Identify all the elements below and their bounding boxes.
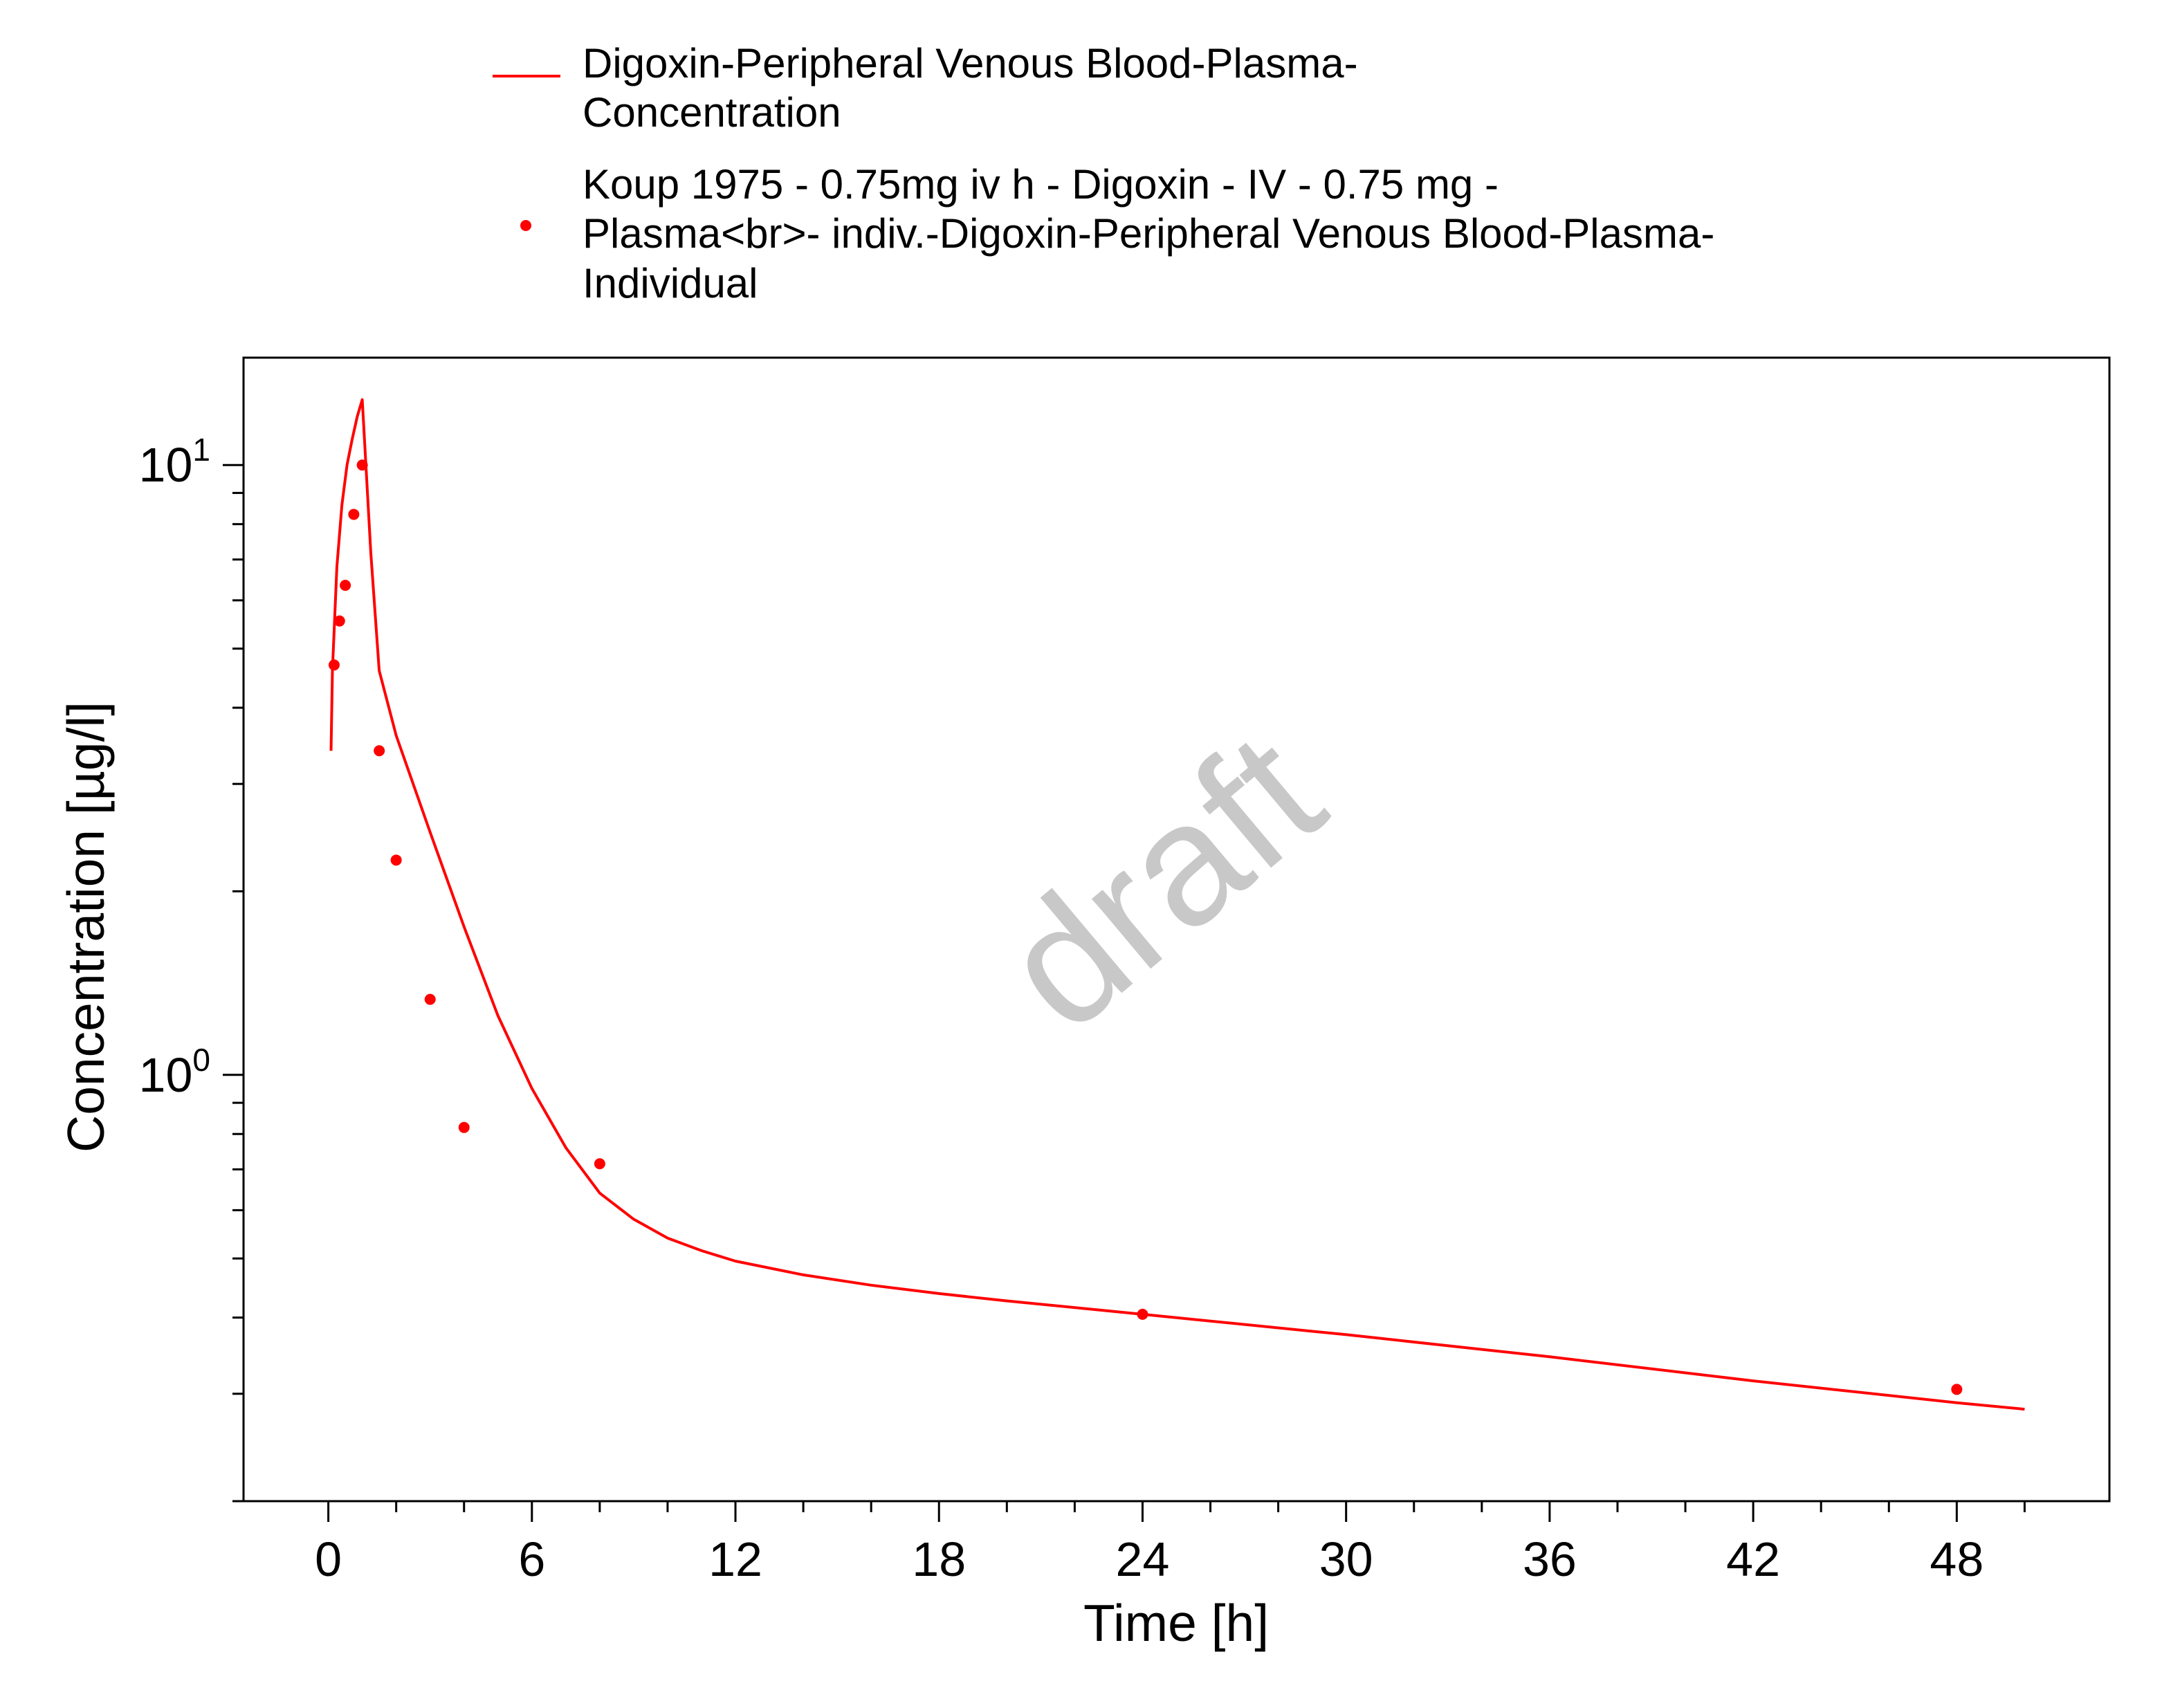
- observed-data-point: [1951, 1384, 1963, 1395]
- observed-data-point: [424, 993, 436, 1005]
- x-axis-title: Time [h]: [1083, 1594, 1269, 1652]
- observed-data-point: [340, 580, 351, 591]
- x-tick-label: 0: [315, 1532, 342, 1586]
- observed-data-point: [328, 659, 340, 671]
- x-tick-label: 36: [1523, 1532, 1577, 1586]
- x-tick-label: 18: [912, 1532, 966, 1586]
- observed-data-point: [458, 1121, 470, 1133]
- observed-data-point: [594, 1158, 605, 1170]
- y-tick-label: 101: [139, 432, 210, 492]
- observed-data-point: [390, 854, 402, 866]
- watermark-text: draft: [967, 696, 1357, 1066]
- y-axis-title: Concentration [µg/l]: [57, 701, 115, 1153]
- x-tick-label: 6: [518, 1532, 545, 1586]
- y-tick-label: 100: [139, 1042, 210, 1102]
- x-tick-label: 12: [708, 1532, 762, 1586]
- x-axis: 0 6 12 18 24 30 36 42 48: [315, 1501, 2026, 1586]
- observed-data-point: [333, 615, 345, 627]
- legend-scatter-label-2: Plasma<br>- indiv.-Digoxin-Peripheral Ve…: [583, 210, 1714, 257]
- y-axis: 100 101: [139, 432, 244, 1503]
- observed-data-point: [374, 745, 385, 757]
- x-tick-label: 42: [1726, 1532, 1780, 1586]
- observed-data-point: [356, 459, 368, 471]
- observed-data-point: [348, 508, 360, 520]
- legend-line-label-2: Concentration: [583, 89, 841, 136]
- legend-scatter-label-1: Koup 1975 - 0.75mg iv h - Digoxin - IV -…: [583, 161, 1499, 208]
- legend-scatter-swatch: [520, 220, 531, 231]
- legend: Digoxin-Peripheral Venous Blood-Plasma- …: [493, 40, 1714, 306]
- x-tick-label: 30: [1319, 1532, 1373, 1586]
- x-tick-label: 24: [1116, 1532, 1170, 1586]
- legend-scatter-label-3: Individual: [583, 260, 758, 306]
- observed-data-point: [1137, 1308, 1148, 1320]
- plot-area-frame: [242, 356, 2111, 1503]
- series-layer: [328, 398, 2025, 1411]
- legend-line-label-1: Digoxin-Peripheral Venous Blood-Plasma-: [583, 40, 1358, 86]
- x-tick-label: 48: [1930, 1532, 1984, 1586]
